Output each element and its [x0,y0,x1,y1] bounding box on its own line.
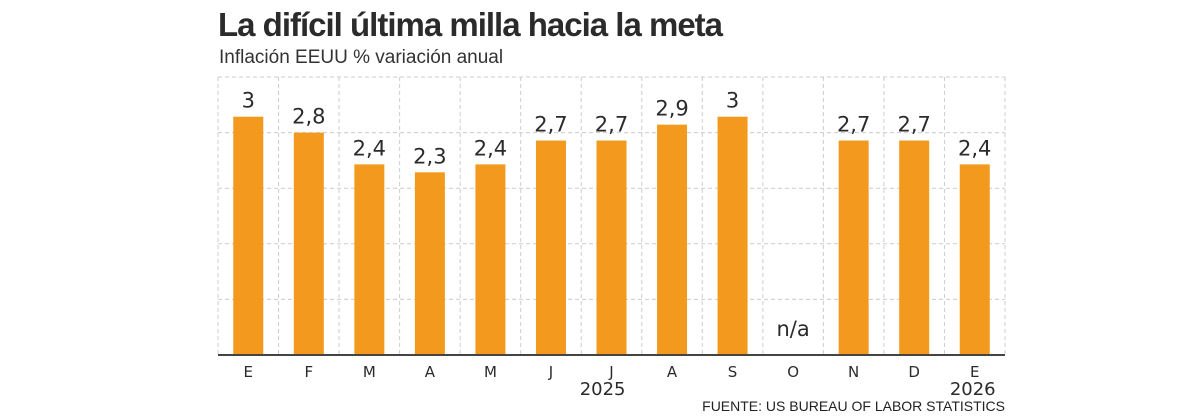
x-tick-label: N [848,363,859,381]
bar [717,116,748,355]
bar [535,140,566,355]
year-label: 2026 [950,379,996,400]
bar [838,140,869,355]
x-tick-label: D [908,363,920,381]
bar [899,140,930,355]
chart-title: La difícil última milla hacia la meta [218,6,723,43]
data-label: 2,7 [837,113,870,137]
x-tick-label: E [970,363,979,381]
data-label: 3 [726,89,739,113]
x-tick-label: A [667,363,678,381]
x-tick-label: F [304,363,313,381]
data-label: 2,4 [474,136,507,160]
data-label: 2,4 [353,136,386,160]
source-note: FUENTE: US BUREAU OF LABOR STATISTICS [702,398,1005,414]
x-tick-label: O [787,363,799,381]
data-label: 2,8 [292,105,325,129]
data-label: 2,7 [595,113,628,137]
data-label: 2,7 [897,113,930,137]
data-label: 2,9 [655,97,688,121]
bar [414,172,445,355]
bar [657,124,688,356]
data-label: 2,7 [534,113,567,137]
x-tick-label: S [728,363,738,381]
bar [233,116,264,355]
x-tick-label: E [244,363,253,381]
x-tick-label: J [608,363,613,381]
bar [959,164,990,355]
bar [354,164,385,355]
year-label: 2025 [580,379,626,400]
x-tick-label: M [484,363,497,381]
data-label: 2,4 [958,136,991,160]
x-tick-label: M [363,363,376,381]
bar [293,132,324,355]
bar [475,164,506,355]
data-label: 3 [242,89,255,113]
x-tick-label: A [425,363,436,381]
data-label: 2,3 [413,144,446,168]
x-tick-label: J [548,363,553,381]
data-label-na: n/a [776,317,809,341]
chart-subtitle: Inflación EEUU % variación anual [219,47,504,68]
bar [596,140,627,355]
